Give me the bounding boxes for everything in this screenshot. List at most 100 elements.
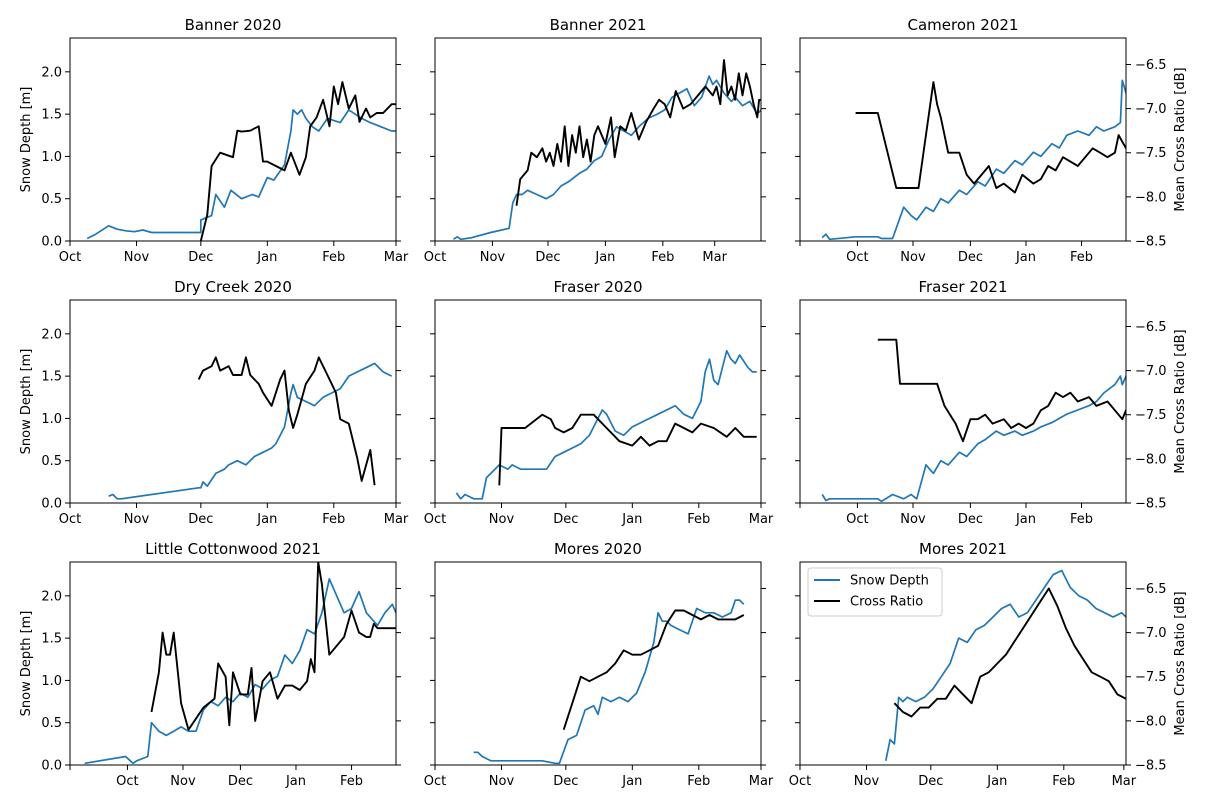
subplot-7: Little Cottonwood 2021 Oct Nov Dec Jan Feb 0.0… xyxy=(19,540,401,789)
legend-label: Cross Ratio xyxy=(850,595,923,610)
x-tick-label: Jan xyxy=(256,250,277,265)
snow-depth-line xyxy=(473,599,745,765)
y2-tick-label: −8.5 xyxy=(1135,497,1167,512)
x-tick-label: Jan xyxy=(986,774,1007,789)
cross-ratio-line xyxy=(877,338,1126,443)
subplot-title: Cameron 2021 xyxy=(908,16,1019,34)
axes-frame xyxy=(799,561,1127,766)
x-tick-label: Mar xyxy=(384,250,409,265)
subplot-title: Mores 2020 xyxy=(554,540,642,558)
snow-depth-line xyxy=(86,109,396,240)
subplot-2: Banner 2021 Oct Nov Dec Jan Feb Mar xyxy=(424,16,766,265)
x-tick-label: Oct xyxy=(424,250,446,265)
x-tick-label: Mar xyxy=(1112,774,1137,789)
x-tick-label: Jan xyxy=(1015,512,1036,527)
x-tick-label: Mar xyxy=(749,512,774,527)
y2-tick-label: −8.5 xyxy=(1135,235,1167,250)
cross-ratio-line xyxy=(893,587,1126,718)
cross-ratio-line xyxy=(197,356,376,486)
y-tick-label: 2.0 xyxy=(41,65,62,80)
axes-frame xyxy=(799,299,1127,504)
y2-axis-label: Mean Cross Ratio [dB] xyxy=(1173,67,1188,211)
x-tick-label: Jan xyxy=(621,774,642,789)
y-tick-label: 0.5 xyxy=(41,716,62,731)
subplot-title: Mores 2021 xyxy=(919,540,1007,558)
x-tick-label: Nov xyxy=(480,250,506,265)
x-tick-label: Oct xyxy=(846,512,868,527)
x-tick-label: Mar xyxy=(384,512,409,527)
snow-depth-line xyxy=(455,349,757,500)
x-tick-label: Oct xyxy=(424,512,446,527)
x-tick-label: Dec xyxy=(553,774,578,789)
x-tick-label: Feb xyxy=(340,774,363,789)
axes-frame xyxy=(69,561,397,766)
y2-tick-label: −7.5 xyxy=(1135,670,1167,685)
x-tick-label: Feb xyxy=(322,250,345,265)
x-tick-label: Feb xyxy=(651,250,674,265)
axes-frame xyxy=(434,37,762,242)
y-tick-label: 1.0 xyxy=(41,150,62,165)
axes-frame xyxy=(69,299,397,504)
x-tick-label: Oct xyxy=(116,774,138,789)
axes-frame xyxy=(434,561,762,766)
x-tick-label: Mar xyxy=(749,774,774,789)
x-tick-label: Dec xyxy=(188,512,213,527)
cross-ratio-line xyxy=(562,609,745,730)
x-tick-label: Dec xyxy=(188,250,213,265)
x-tick-label: Dec xyxy=(958,512,983,527)
y-tick-label: 0.5 xyxy=(41,192,62,207)
x-tick-label: Oct xyxy=(789,774,811,789)
y2-tick-label: −7.0 xyxy=(1135,364,1167,379)
x-tick-label: Oct xyxy=(59,250,81,265)
y2-tick-label: −7.5 xyxy=(1135,146,1167,161)
y2-tick-label: −6.5 xyxy=(1135,320,1167,335)
cross-ratio-line xyxy=(515,59,761,206)
x-tick-label: Feb xyxy=(1070,250,1093,265)
subplot-8: Mores 2020 Oct Nov Dec Jan Feb Mar xyxy=(424,540,774,789)
y-tick-label: 1.5 xyxy=(41,108,62,123)
x-tick-label: Dec xyxy=(535,250,560,265)
x-tick-label: Feb xyxy=(1070,512,1093,527)
y-tick-label: 0.0 xyxy=(41,497,62,512)
snow-depth-line xyxy=(821,374,1126,503)
y-axis-label: Snow Depth [m] xyxy=(19,611,34,717)
y-axis-label: Snow Depth [m] xyxy=(19,87,34,193)
subplot-title: Banner 2021 xyxy=(550,16,647,34)
x-tick-label: Oct xyxy=(424,774,446,789)
y2-tick-label: −8.0 xyxy=(1135,190,1167,205)
x-tick-label: Nov xyxy=(489,512,515,527)
legend-label: Snow Depth xyxy=(850,574,929,589)
x-tick-label: Oct xyxy=(59,512,81,527)
axes-frame xyxy=(434,299,762,504)
y-tick-label: 1.5 xyxy=(41,370,62,385)
x-tick-label: Dec xyxy=(553,512,578,527)
subplot-5: Fraser 2020 Oct Nov Dec Jan Feb Mar xyxy=(424,278,774,527)
y2-tick-label: −7.5 xyxy=(1135,408,1167,423)
x-tick-label: Jan xyxy=(1015,250,1036,265)
x-tick-label: Feb xyxy=(322,512,345,527)
subplot-1: Banner 2020 Oct Nov Dec Jan Feb Mar 0.0 0.5 1.0 1.… xyxy=(19,16,409,265)
y2-tick-label: −8.5 xyxy=(1135,759,1167,774)
y2-tick-label: −6.5 xyxy=(1135,58,1167,73)
y-tick-label: 1.0 xyxy=(41,412,62,427)
y-tick-label: 0.0 xyxy=(41,235,62,250)
y2-tick-label: −7.0 xyxy=(1135,102,1167,117)
snow-depth-line xyxy=(821,79,1126,241)
x-tick-label: Oct xyxy=(846,250,868,265)
x-tick-label: Dec xyxy=(918,774,943,789)
x-tick-label: Feb xyxy=(687,774,710,789)
y2-tick-label: −6.5 xyxy=(1135,582,1167,597)
cross-ratio-line xyxy=(498,413,757,486)
y-axis-label: Snow Depth [m] xyxy=(19,349,34,455)
cross-ratio-line xyxy=(199,81,396,241)
x-tick-label: Nov xyxy=(124,512,150,527)
y2-tick-label: −8.0 xyxy=(1135,452,1167,467)
cross-ratio-line xyxy=(855,81,1126,194)
x-tick-label: Nov xyxy=(489,774,515,789)
y-tick-label: 1.5 xyxy=(41,632,62,647)
subplot-title: Fraser 2020 xyxy=(553,278,642,296)
subplot-6: Fraser 2021 Oct Nov Dec Jan Feb −8.5 −8.0 −7.5 −7… xyxy=(795,278,1188,527)
y-tick-label: 2.0 xyxy=(41,589,62,604)
y2-tick-label: −8.0 xyxy=(1135,714,1167,729)
